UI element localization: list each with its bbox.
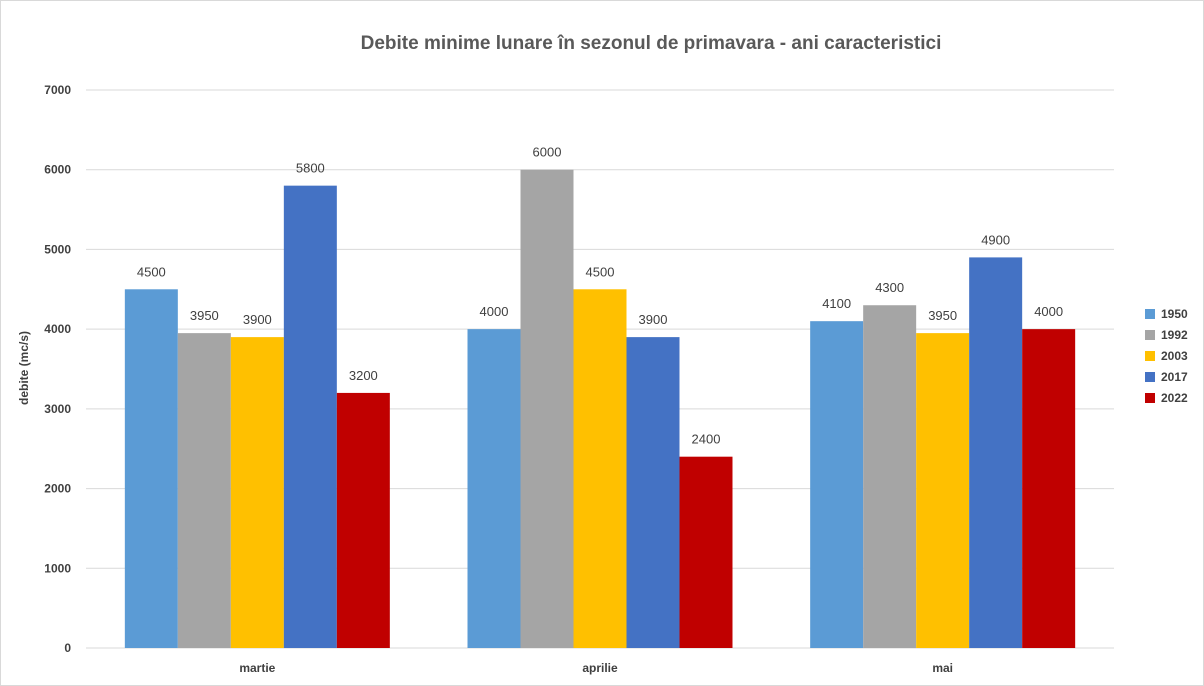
bar-1950-aprilie: [467, 329, 521, 648]
data-label: 4300: [875, 280, 904, 295]
data-label: 4500: [586, 264, 615, 279]
legend-label: 2017: [1161, 370, 1188, 384]
data-label: 3950: [928, 308, 957, 323]
bar-2017-aprilie: [626, 337, 680, 648]
axes: 0 1000 2000 3000 4000 5000 6000 7000 martie april…: [44, 83, 953, 675]
data-labels: 4500 3950 3900 5800 3200 4000 6000 4500 3900 2400…: [137, 145, 1063, 447]
legend-swatch-1992: [1145, 330, 1155, 340]
data-label: 4000: [1034, 304, 1063, 319]
legend-swatch-2017: [1145, 372, 1155, 382]
y-tick-label: 1000: [44, 561, 71, 575]
legend-swatch-2022: [1145, 393, 1155, 403]
bar-1992-aprilie: [520, 169, 574, 648]
bar-2017-martie: [283, 185, 337, 648]
data-label: 4500: [137, 264, 166, 279]
x-tick-label: martie: [239, 661, 275, 675]
legend-label: 2003: [1161, 349, 1188, 363]
bar-2022-martie: [336, 392, 390, 648]
y-tick-label: 6000: [44, 163, 71, 177]
legend-label: 1950: [1161, 307, 1188, 321]
bar-2003-mai: [916, 333, 970, 648]
legend-swatch-1950: [1145, 309, 1155, 319]
bar-2017-mai: [969, 257, 1023, 648]
data-label: 6000: [533, 145, 562, 160]
y-tick-label: 0: [64, 641, 71, 655]
y-tick-label: 5000: [44, 242, 71, 256]
bar-1992-mai: [863, 305, 917, 648]
data-label: 3900: [639, 312, 668, 327]
y-tick-label: 7000: [44, 83, 71, 97]
bar-1950-martie: [124, 289, 178, 648]
data-label: 3900: [243, 312, 272, 327]
bar-2003-aprilie: [573, 289, 627, 648]
data-label: 2400: [692, 432, 721, 447]
bar-1950-mai: [810, 321, 864, 648]
bar-2003-martie: [230, 337, 284, 648]
data-label: 3950: [190, 308, 219, 323]
bars: [124, 169, 1076, 648]
y-tick-label: 3000: [44, 402, 71, 416]
x-tick-label: aprilie: [582, 661, 618, 675]
y-tick-label: 2000: [44, 482, 71, 496]
data-label: 5800: [296, 161, 325, 176]
data-label: 3200: [349, 368, 378, 383]
legend-label: 1992: [1161, 328, 1188, 342]
x-tick-label: mai: [932, 661, 953, 675]
y-axis-label: debite (mc/s): [17, 331, 31, 405]
bar-2022-aprilie: [679, 456, 733, 648]
y-tick-label: 4000: [44, 322, 71, 336]
data-label: 4100: [822, 296, 851, 311]
bar-2022-mai: [1022, 329, 1076, 648]
legend-swatch-2003: [1145, 351, 1155, 361]
legend-label: 2022: [1161, 391, 1188, 405]
data-label: 4900: [981, 232, 1010, 247]
chart-title: Debite minime lunare în sezonul de prima…: [361, 33, 942, 54]
legend: 1950 1992 2003 2017 2022: [1145, 307, 1188, 405]
bar-1992-martie: [177, 333, 231, 648]
data-label: 4000: [480, 304, 509, 319]
